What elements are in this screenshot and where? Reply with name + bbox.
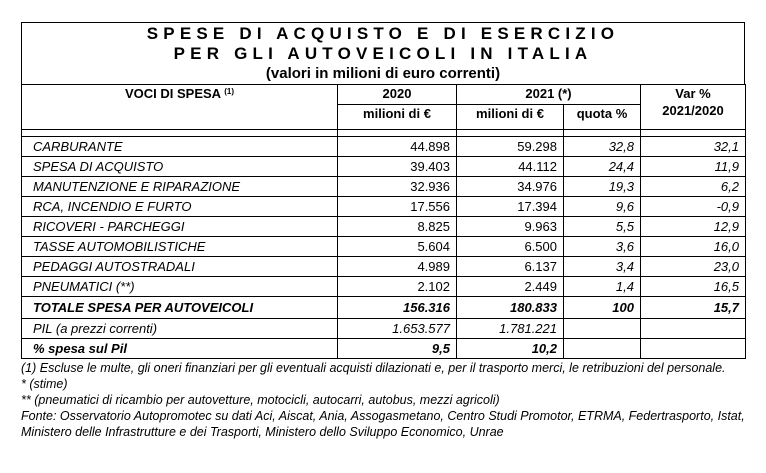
value-quota: 19,3 (563, 176, 641, 197)
pil-2020: 1.653.577 (337, 318, 457, 339)
value-quota: 3,4 (563, 256, 641, 277)
note-source: Fonte: Osservatorio Autopromotec su dati… (21, 409, 745, 439)
value-var: 16,5 (640, 276, 746, 297)
header-var-label: Var % (675, 86, 711, 101)
value-2021: 2.449 (456, 276, 564, 297)
value-2021: 59.298 (456, 136, 564, 157)
table-row: CARBURANTE 44.898 59.298 32,8 32,1 (21, 136, 746, 157)
expense-table: VOCI DI SPESA (1) 2020 2021 (*) Var % 20… (21, 84, 746, 359)
value-quota: 24,4 (563, 156, 641, 177)
total-quota: 100 (563, 296, 641, 319)
header-row-years: VOCI DI SPESA (1) 2020 2021 (*) Var % 20… (21, 84, 746, 130)
value-2021: 9.963 (456, 216, 564, 237)
value-var: 23,0 (640, 256, 746, 277)
value-2020: 8.825 (337, 216, 457, 237)
total-row: TOTALE SPESA PER AUTOVEICOLI 156.316 180… (21, 296, 746, 319)
value-2021: 44.112 (456, 156, 564, 177)
row-label: MANUTENZIONE E RIPARAZIONE (21, 176, 338, 197)
value-var: -0,9 (640, 196, 746, 217)
row-label: RICOVERI - PARCHEGGI (21, 216, 338, 237)
row-label: TASSE AUTOMOBILISTICHE (21, 236, 338, 257)
value-2020: 39.403 (337, 156, 457, 177)
pct-empty-quota (563, 338, 641, 359)
notes-block: (1) Escluse le multe, gli oneri finanzia… (21, 360, 745, 440)
value-2020: 2.102 (337, 276, 457, 297)
value-var: 12,9 (640, 216, 746, 237)
table-row: MANUTENZIONE E RIPARAZIONE 32.936 34.976… (21, 176, 746, 197)
header-voci-label: VOCI DI SPESA (124, 86, 221, 101)
value-2020: 4.989 (337, 256, 457, 277)
value-var: 6,2 (640, 176, 746, 197)
value-var: 16,0 (640, 236, 746, 257)
value-2021: 6.137 (456, 256, 564, 277)
row-label: RCA, INCENDIO E FURTO (21, 196, 338, 217)
value-2021: 17.394 (456, 196, 564, 217)
value-quota: 9,6 (563, 196, 641, 217)
value-2020: 17.556 (337, 196, 457, 217)
header-row-units: milioni di € milioni di € quota % (22, 104, 746, 130)
header-2021: 2021 (*) (456, 84, 641, 105)
subtitle: (valori in milioni di euro correnti) (265, 65, 501, 82)
table-row: SPESA DI ACQUISTO 39.403 44.112 24,4 11,… (21, 156, 746, 177)
total-2020: 156.316 (337, 296, 457, 319)
pct-2020: 9,5 (337, 338, 457, 359)
title-line-2: PER GLI AUTOVEICOLI IN ITALIA (173, 44, 593, 63)
row-label: PNEUMATICI (**) (21, 276, 338, 297)
value-2020: 44.898 (337, 136, 457, 157)
row-label: SPESA DI ACQUISTO (21, 156, 338, 177)
pil-2021: 1.781.221 (456, 318, 564, 339)
table-row: TASSE AUTOMOBILISTICHE 5.604 6.500 3,6 1… (21, 236, 746, 257)
pct-row: % spesa sul Pil 9,5 10,2 (21, 338, 746, 359)
total-label: TOTALE SPESA PER AUTOVEICOLI (21, 296, 338, 319)
value-quota: 3,6 (563, 236, 641, 257)
header-2020: 2020 (337, 84, 457, 105)
document: SPESE DI ACQUISTO E DI ESERCIZIO PER GLI… (21, 22, 746, 440)
note-1: (1) Escluse le multe, gli oneri finanzia… (21, 361, 726, 375)
value-quota: 1,4 (563, 276, 641, 297)
pil-row: PIL (a prezzi correnti) 1.653.577 1.781.… (21, 318, 746, 339)
title-block: SPESE DI ACQUISTO E DI ESERCIZIO PER GLI… (21, 22, 745, 84)
title-line-1: SPESE DI ACQUISTO E DI ESERCIZIO (146, 24, 620, 43)
value-2020: 5.604 (337, 236, 457, 257)
value-2021: 6.500 (456, 236, 564, 257)
header-voci: VOCI DI SPESA (1) (21, 84, 338, 130)
row-label: PEDAGGI AUTOSTRADALI (21, 256, 338, 277)
pct-label: % spesa sul Pil (21, 338, 338, 359)
value-2021: 34.976 (456, 176, 564, 197)
header-var-period: 2021/2020 (662, 103, 724, 118)
pil-empty-quota (563, 318, 641, 339)
value-2020: 32.936 (337, 176, 457, 197)
value-quota: 5,5 (563, 216, 641, 237)
total-2021: 180.833 (456, 296, 564, 319)
value-var: 11,9 (640, 156, 746, 177)
header-milioni-2020: milioni di € (337, 104, 457, 130)
table-row: RCA, INCENDIO E FURTO 17.556 17.394 9,6 … (21, 196, 746, 217)
note-tyres: ** (pneumatici di ricambio per autovettu… (21, 393, 500, 407)
header-milioni-2021: milioni di € (456, 104, 564, 130)
value-quota: 32,8 (563, 136, 641, 157)
pil-label: PIL (a prezzi correnti) (21, 318, 338, 339)
value-var: 32,1 (640, 136, 746, 157)
total-var: 15,7 (640, 296, 746, 319)
pil-empty-var (640, 318, 746, 339)
note-estimates: * (stime) (21, 377, 68, 391)
header-voci-note: (1) (224, 87, 234, 96)
pct-2021: 10,2 (456, 338, 564, 359)
pct-empty-var (640, 338, 746, 359)
header-var: Var % 2021/2020 (640, 84, 746, 130)
header-quota: quota % (563, 104, 641, 130)
table-row: PNEUMATICI (**) 2.102 2.449 1,4 16,5 (21, 276, 746, 297)
table-row: PEDAGGI AUTOSTRADALI 4.989 6.137 3,4 23,… (21, 256, 746, 277)
row-label: CARBURANTE (21, 136, 338, 157)
table-row: RICOVERI - PARCHEGGI 8.825 9.963 5,5 12,… (21, 216, 746, 237)
spacer-row (21, 129, 746, 137)
